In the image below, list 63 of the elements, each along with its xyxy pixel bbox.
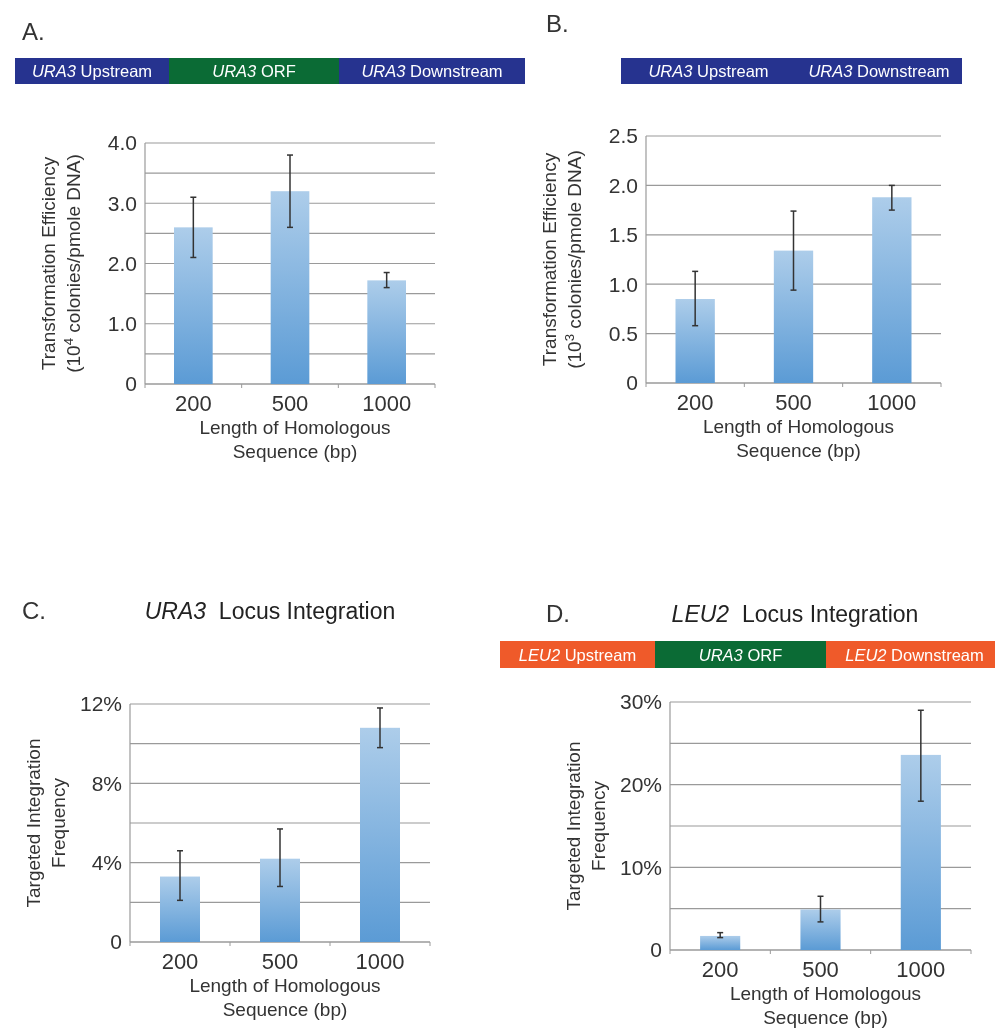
bar <box>260 858 300 942</box>
y-tick-label: 4.0 <box>107 131 137 155</box>
y-tick-label: 0 <box>125 372 137 396</box>
text: URA3 ORF <box>212 62 296 80</box>
text: B. <box>546 10 569 37</box>
y-tick-label: 1.0 <box>107 312 137 336</box>
bar <box>360 727 400 942</box>
x-axis-title: Length of Homologous Sequence (bp) <box>729 983 922 1028</box>
y-tick-label: 0 <box>626 371 638 395</box>
y-tick-label: 0 <box>110 930 122 954</box>
x-tick-label: 200 <box>161 949 199 974</box>
y-tick-label: 4% <box>91 851 122 875</box>
text: URA3 Downstream <box>808 62 950 80</box>
y-tick-label: 8% <box>91 771 122 795</box>
text: C. <box>22 597 46 624</box>
y-tick-label: 10% <box>619 855 662 879</box>
y-tick-label: 2.0 <box>107 251 137 275</box>
x-tick-label: 500 <box>261 949 299 974</box>
text: URA3 ORF <box>698 645 783 664</box>
bar <box>800 909 841 950</box>
y-tick-label: 1.0 <box>608 272 638 296</box>
x-axis-title: Length of Homologous Sequence (bp) <box>189 975 381 1020</box>
bar <box>773 250 814 383</box>
text: URA3 Downstream <box>361 62 503 80</box>
text: URA3 Upstream <box>648 62 769 80</box>
y-tick-label: 2.0 <box>608 173 638 197</box>
text: LEU2 Downstream <box>845 645 984 664</box>
chart-title: LEU2 Locus Integration <box>671 601 919 627</box>
y-tick-label: 12% <box>79 692 122 716</box>
x-axis-title: Length of Homologous Sequence (bp) <box>199 417 391 462</box>
y-tick-label: 0 <box>650 938 662 962</box>
chart-title: URA3 Locus Integration <box>144 598 396 624</box>
y-tick-label: 30% <box>619 690 662 714</box>
text: D. <box>546 600 570 627</box>
bar <box>675 299 715 383</box>
bar <box>160 876 200 942</box>
y-tick-label: 20% <box>619 773 662 797</box>
y-axis-title: Targeted Integration Frequency <box>563 741 609 911</box>
bar <box>174 227 213 384</box>
x-axis-title: Length of Homologous Sequence (bp) <box>702 416 895 461</box>
text: LEU2 Upstream <box>518 645 637 664</box>
x-tick-label: 500 <box>775 390 812 415</box>
x-tick-label: 1000 <box>355 949 405 974</box>
x-tick-label: 500 <box>271 391 309 416</box>
bar <box>270 191 310 384</box>
x-tick-label: 1000 <box>362 391 412 416</box>
text: URA3 Upstream <box>31 62 153 80</box>
bar <box>367 280 406 384</box>
bar <box>700 935 741 950</box>
x-tick-label: 1000 <box>867 390 917 415</box>
text: A. <box>22 18 45 45</box>
x-tick-label: 200 <box>174 391 212 416</box>
x-tick-label: 200 <box>701 957 739 982</box>
y-tick-label: 1.5 <box>608 223 638 247</box>
y-tick-label: 2.5 <box>608 124 638 148</box>
y-axis-title: Targeted Integration Frequency <box>23 738 69 908</box>
bar <box>900 754 941 950</box>
x-tick-label: 1000 <box>896 957 946 982</box>
y-tick-label: 3.0 <box>107 191 137 215</box>
bar <box>872 197 912 383</box>
x-tick-label: 200 <box>676 390 714 415</box>
y-tick-label: 0.5 <box>608 321 638 345</box>
x-tick-label: 500 <box>802 957 839 982</box>
